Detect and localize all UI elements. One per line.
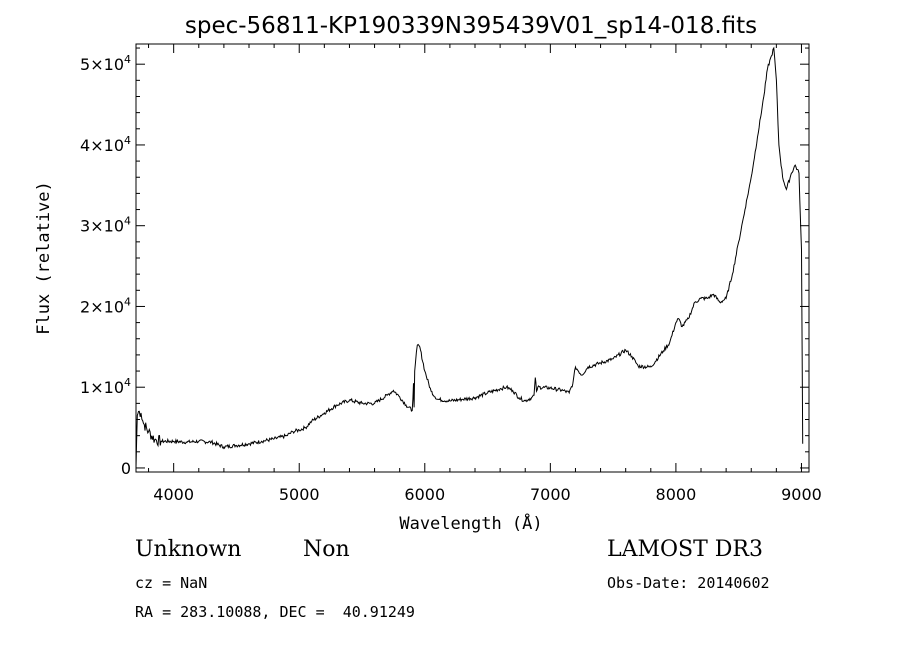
survey-name: LAMOST DR3 — [607, 537, 763, 562]
y-tick-label: 5×104 — [80, 53, 131, 74]
x-tick-label: 6000 — [404, 485, 445, 504]
chart-title: spec-56811-KP190339N395439V01_sp14-018.f… — [185, 13, 757, 39]
spectrum-line — [136, 46, 804, 469]
redshift-cz: cz = NaN — [135, 574, 208, 592]
x-axis-label: Wavelength (Å) — [399, 512, 542, 534]
object-subclass: Non — [303, 537, 350, 562]
x-tick-label: 5000 — [279, 485, 320, 504]
x-axis: 4000 5000 6000 7000 8000 9000 — [148, 44, 822, 504]
y-tick-label: 4×104 — [80, 134, 131, 155]
y-tick-label: 0 — [121, 459, 131, 478]
y-axis-label: Flux (relative) — [34, 181, 54, 335]
object-class: Unknown — [135, 537, 242, 562]
plot-frame — [135, 43, 810, 473]
x-tick-label: 8000 — [656, 485, 697, 504]
y-tick-label: 3×104 — [80, 215, 131, 236]
observation-date: Obs-Date: 20140602 — [607, 574, 770, 592]
x-tick-label: 7000 — [530, 485, 571, 504]
y-axis: 0 1×104 2×104 3×104 4×104 5×104 — [80, 47, 809, 478]
x-tick-label: 4000 — [153, 485, 194, 504]
y-tick-label: 1×104 — [80, 376, 131, 397]
x-tick-label: 9000 — [781, 485, 822, 504]
y-tick-label: 2×104 — [80, 295, 131, 316]
coordinates: RA = 283.10088, DEC = 40.91249 — [135, 603, 415, 621]
